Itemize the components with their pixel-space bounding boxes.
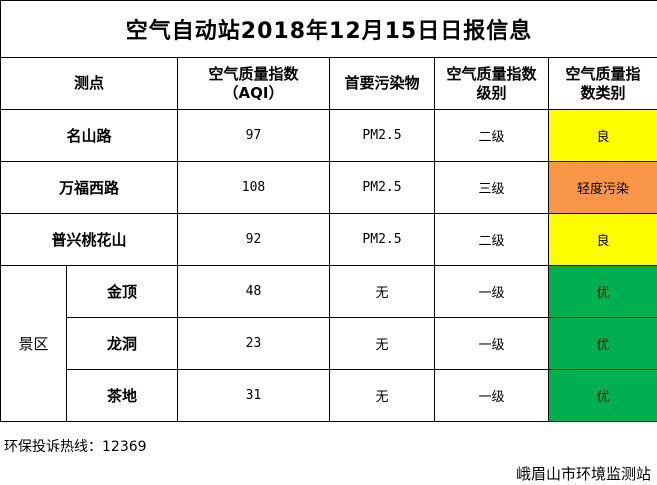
issuing-organization: 峨眉山市环境监测站	[515, 465, 651, 483]
aqi-category: 优	[547, 265, 657, 318]
aqi-value: 92	[177, 213, 330, 266]
aqi-level: 二级	[434, 213, 549, 266]
complaint-hotline: 环保投诉热线：12369	[4, 439, 147, 455]
header-category-line2: 数类别	[580, 83, 626, 102]
primary-pollutant: 无	[329, 265, 435, 318]
header-aqi-line2: （AQI）	[223, 83, 284, 102]
station-name: 普兴桃花山	[0, 213, 178, 266]
aqi-level: 三级	[434, 161, 549, 214]
station-name: 万福西路	[0, 161, 178, 214]
table-row: 茶地 31 无 一级 优	[1, 369, 657, 422]
aqi-category: 轻度污染	[547, 161, 657, 214]
table-row: 普兴桃花山 92 PM2.5 二级 良	[0, 213, 657, 266]
aqi-level: 一级	[434, 369, 549, 422]
primary-pollutant: PM2.5	[329, 109, 435, 162]
header-level-line1: 空气质量指数	[446, 64, 537, 83]
header-category-line1: 空气质量指	[565, 64, 641, 83]
header-aqi: 空气质量指数 （AQI）	[177, 57, 330, 110]
aqi-category: 优	[547, 317, 657, 370]
aqi-category: 优	[547, 369, 657, 422]
scenic-group-label: 景区	[0, 265, 67, 422]
aqi-value: 97	[177, 109, 330, 162]
table-row: 名山路 97 PM2.5 二级 良	[0, 109, 657, 162]
primary-pollutant: 无	[329, 369, 435, 422]
header-level: 空气质量指数 级别	[434, 57, 549, 110]
table-row: 景区 金顶 48 无 一级 优	[0, 265, 657, 422]
aqi-value: 48	[177, 265, 330, 318]
aqi-level: 一级	[434, 265, 549, 318]
station-name: 龙洞	[66, 317, 178, 370]
station-name: 名山路	[0, 109, 178, 162]
report-title: 空气自动站2018年12月15日日报信息	[0, 0, 657, 58]
aqi-report-table: 空气自动站2018年12月15日日报信息 测点 空气质量指数 （AQI） 首要污…	[0, 0, 657, 422]
station-name: 茶地	[66, 369, 178, 422]
header-aqi-line1: 空气质量指数	[208, 64, 299, 83]
primary-pollutant: 无	[329, 317, 435, 370]
table-row: 龙洞 23 无 一级 优	[1, 317, 657, 370]
aqi-level: 一级	[434, 317, 549, 370]
aqi-level: 二级	[434, 109, 549, 162]
aqi-category: 良	[547, 213, 657, 266]
primary-pollutant: PM2.5	[329, 213, 435, 266]
header-station: 测点	[0, 57, 178, 110]
aqi-category: 良	[547, 109, 657, 162]
aqi-value: 108	[177, 161, 330, 214]
primary-pollutant: PM2.5	[329, 161, 435, 214]
table-row: 万福西路 108 PM2.5 三级 轻度污染	[0, 161, 657, 214]
aqi-value: 31	[177, 369, 330, 422]
header-pollutant: 首要污染物	[329, 57, 435, 110]
header-level-line2: 级别	[476, 83, 507, 102]
station-name: 金顶	[66, 265, 178, 318]
header-category: 空气质量指 数类别	[547, 57, 657, 110]
aqi-value: 23	[177, 317, 330, 370]
